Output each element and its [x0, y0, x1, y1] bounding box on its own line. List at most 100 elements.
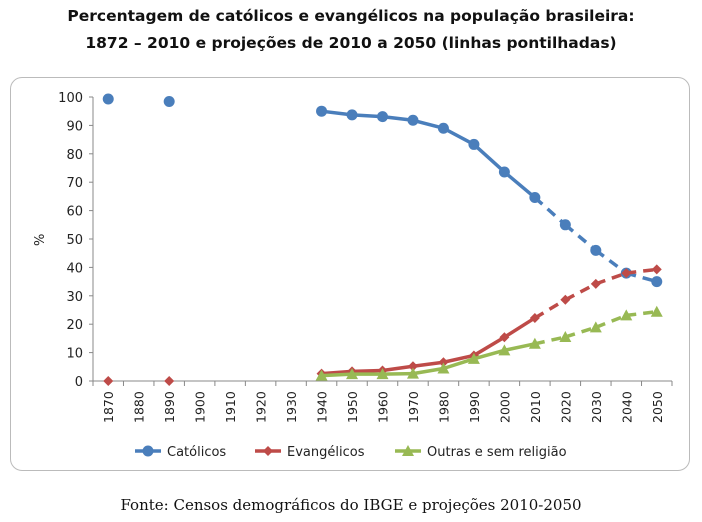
diamond-point — [499, 332, 510, 343]
triangle-segment — [382, 371, 414, 376]
circle-segment — [472, 143, 506, 174]
triangle-segment — [626, 309, 657, 318]
x-tick-label: 1870 — [101, 391, 116, 423]
circle-segment — [503, 170, 536, 199]
y-tick-label: 80 — [66, 148, 83, 163]
triangle-segment — [442, 357, 475, 371]
chart-title-line2: 1872 – 2010 e projeções de 2010 a 2050 (… — [85, 34, 617, 52]
y-tick-label: 100 — [58, 91, 83, 106]
circle-segment — [594, 248, 628, 275]
y-tick-label: 70 — [66, 176, 83, 191]
circle-point — [498, 166, 510, 178]
diamond-point — [621, 268, 632, 279]
diamond-segment — [382, 364, 414, 373]
diamond-segment — [533, 298, 567, 320]
legend-label: Outras e sem religião — [427, 445, 567, 460]
diamond-point — [590, 278, 601, 289]
legend-marker-triangle — [402, 445, 414, 456]
triangle-point — [620, 309, 633, 321]
x-tick-label: 1880 — [132, 391, 147, 423]
x-tick-label: 1990 — [467, 391, 482, 423]
y-tick-label: 40 — [66, 261, 83, 276]
y-tick-label: 30 — [66, 290, 83, 305]
y-axis-label: % — [33, 234, 48, 246]
x-tick-label: 2040 — [619, 391, 634, 423]
diamond-point — [438, 357, 449, 368]
triangle-point — [467, 352, 480, 364]
x-tick-label: 1920 — [254, 391, 269, 423]
circle-point — [437, 122, 449, 134]
circle-point — [377, 111, 388, 123]
x-tick-label: 1940 — [315, 391, 330, 423]
y-tick-label: 60 — [66, 205, 83, 220]
x-tick-label: 2010 — [528, 391, 543, 423]
diamond-segment — [626, 267, 657, 275]
triangle-segment — [321, 372, 353, 378]
legend-marker-circle — [142, 445, 154, 457]
diamond-segment — [443, 353, 475, 364]
triangle-point — [589, 321, 602, 333]
x-tick-label: 1890 — [162, 391, 177, 423]
circle-point — [651, 276, 663, 288]
diamond-point — [560, 294, 571, 305]
triangle-segment — [504, 342, 536, 353]
circle-point — [346, 109, 358, 121]
legend-label: Evangélicos — [287, 445, 365, 460]
x-tick-label: 1910 — [223, 391, 238, 423]
triangle-point — [650, 305, 663, 317]
circle-point — [163, 96, 175, 108]
diamond-point — [529, 312, 540, 323]
diamond-segment — [564, 282, 597, 302]
circle-point — [102, 93, 114, 105]
triangle-point — [346, 368, 359, 380]
y-tick-label: 90 — [66, 119, 83, 134]
x-tick-label: 1950 — [345, 391, 360, 423]
x-tick-label: 1980 — [436, 391, 451, 423]
legend-marker-diamond — [263, 446, 273, 456]
diamond-point — [407, 361, 418, 372]
x-tick-label: 2000 — [497, 391, 512, 423]
triangle-segment — [473, 348, 505, 361]
y-tick-label: 50 — [66, 233, 83, 248]
triangle-point — [528, 337, 541, 349]
triangle-point — [437, 362, 450, 374]
triangle-point — [406, 367, 419, 379]
diamond-point — [103, 376, 114, 386]
chart-frame — [10, 77, 690, 471]
circle-point — [529, 192, 541, 204]
diamond-segment — [321, 369, 353, 376]
x-tick-label: 2030 — [589, 391, 604, 423]
circle-segment — [442, 126, 475, 146]
triangle-segment — [412, 366, 444, 376]
y-tick-label: 10 — [66, 347, 83, 362]
source-note: Fonte: Censos demográficos do IBGE e pro… — [120, 496, 582, 514]
diamond-segment — [595, 271, 627, 286]
diamond-point — [164, 376, 175, 386]
circle-point — [590, 244, 602, 256]
diamond-point — [651, 264, 662, 275]
triangle-point — [315, 369, 328, 381]
diamond-segment — [412, 360, 444, 368]
x-tick-label: 1960 — [376, 391, 391, 423]
circle-point — [407, 114, 419, 126]
circle-segment — [564, 223, 597, 252]
circle-point — [316, 105, 328, 117]
chart-title-line1: Percentagem de católicos e evangélicos n… — [67, 7, 635, 25]
circle-segment — [533, 196, 567, 227]
circle-point — [468, 138, 480, 150]
circle-point — [559, 219, 571, 231]
triangle-segment — [564, 325, 597, 339]
x-tick-label: 1970 — [406, 391, 421, 423]
x-tick-label: 2050 — [650, 391, 665, 423]
diamond-segment — [503, 316, 536, 339]
triangle-segment — [595, 313, 627, 329]
triangle-point — [559, 330, 572, 342]
triangle-point — [376, 368, 389, 380]
x-tick-label: 1900 — [193, 391, 208, 423]
legend-label: Católicos — [167, 445, 226, 460]
diamond-segment — [473, 335, 506, 357]
triangle-segment — [534, 335, 566, 346]
y-tick-label: 0 — [75, 375, 83, 390]
x-tick-label: 2020 — [558, 391, 573, 423]
